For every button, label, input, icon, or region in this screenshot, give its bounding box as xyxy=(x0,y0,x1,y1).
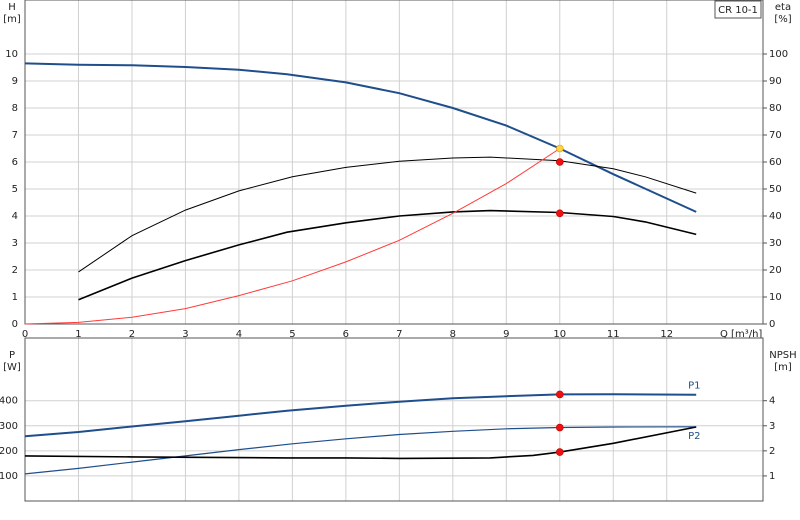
curve xyxy=(78,209,697,301)
chart-title: CR 10-1 xyxy=(718,5,758,16)
y2-tick-label: 40 xyxy=(769,211,782,222)
y-tick-label: 4 xyxy=(12,211,18,222)
y2-tick-label: 4 xyxy=(769,396,775,407)
curve xyxy=(24,426,697,460)
operating-point xyxy=(555,209,564,218)
y-axis-label: H xyxy=(8,2,16,13)
series-label: P2 xyxy=(688,431,700,442)
y-tick-label: 2 xyxy=(12,265,18,276)
y-tick-label: 8 xyxy=(12,103,18,114)
y2-axis-label: eta xyxy=(775,2,791,13)
operating-point xyxy=(555,144,564,153)
x-tick-label: 0 xyxy=(22,329,28,340)
title-box xyxy=(714,0,762,19)
y2-tick-label: 10 xyxy=(769,292,782,303)
y2-tick-label: 100 xyxy=(769,49,788,60)
y2-tick-label: 2 xyxy=(769,446,775,457)
x-axis-label: Q [m³/h] xyxy=(720,329,762,340)
y2-tick-label: 3 xyxy=(769,421,775,432)
x-tick-label: 2 xyxy=(129,329,135,340)
y-tick-label: 0 xyxy=(12,319,18,330)
y-tick-label: 300 xyxy=(0,421,18,432)
plot-border xyxy=(24,0,764,325)
y2-tick-label: 1 xyxy=(769,471,775,482)
x-tick-label: 11 xyxy=(607,329,620,340)
operating-point xyxy=(555,158,564,166)
y2-tick-label: 20 xyxy=(769,265,782,276)
x-tick-label: 10 xyxy=(553,329,566,340)
x-tick-label: 3 xyxy=(182,329,188,340)
y2-axis-label: [%] xyxy=(774,14,791,25)
y-axis-label: [W] xyxy=(3,362,21,373)
curve xyxy=(24,148,561,325)
y2-tick-label: 70 xyxy=(769,130,782,141)
y-tick-label: 100 xyxy=(0,471,18,482)
plot-border xyxy=(24,337,764,502)
y-tick-label: 6 xyxy=(12,157,18,168)
y-tick-label: 3 xyxy=(12,238,18,249)
y2-tick-label: 30 xyxy=(769,238,782,249)
x-tick-label: 6 xyxy=(343,329,349,340)
operating-point xyxy=(555,390,564,399)
y-tick-label: 5 xyxy=(12,184,18,195)
y-axis-label: P xyxy=(9,350,15,361)
y2-tick-label: 50 xyxy=(769,184,782,195)
y2-axis-label: [m] xyxy=(774,362,792,373)
x-tick-label: 5 xyxy=(289,329,295,340)
y-axis-label: [m] xyxy=(3,14,21,25)
y2-tick-label: 0 xyxy=(769,319,775,330)
y2-tick-label: 60 xyxy=(769,157,782,168)
y2-tick-label: 80 xyxy=(769,103,782,114)
y-tick-label: 400 xyxy=(0,396,18,407)
y-tick-label: 7 xyxy=(12,130,18,141)
y2-tick-label: 90 xyxy=(769,76,782,87)
y-tick-label: 9 xyxy=(12,76,18,87)
x-tick-label: 4 xyxy=(236,329,242,340)
plot-area xyxy=(25,338,763,501)
series-label: P1 xyxy=(688,381,700,392)
y-tick-label: 10 xyxy=(5,49,18,60)
x-tick-label: 12 xyxy=(660,329,673,340)
curve xyxy=(78,156,697,273)
y-tick-label: 1 xyxy=(12,292,18,303)
x-tick-label: 1 xyxy=(75,329,81,340)
x-tick-label: 7 xyxy=(396,329,402,340)
y2-axis-label: NPSH xyxy=(769,350,796,361)
operating-point xyxy=(555,423,564,432)
x-tick-label: 8 xyxy=(450,329,456,340)
x-tick-label: 9 xyxy=(503,329,509,340)
operating-point xyxy=(555,448,564,456)
y-tick-label: 200 xyxy=(0,446,18,457)
